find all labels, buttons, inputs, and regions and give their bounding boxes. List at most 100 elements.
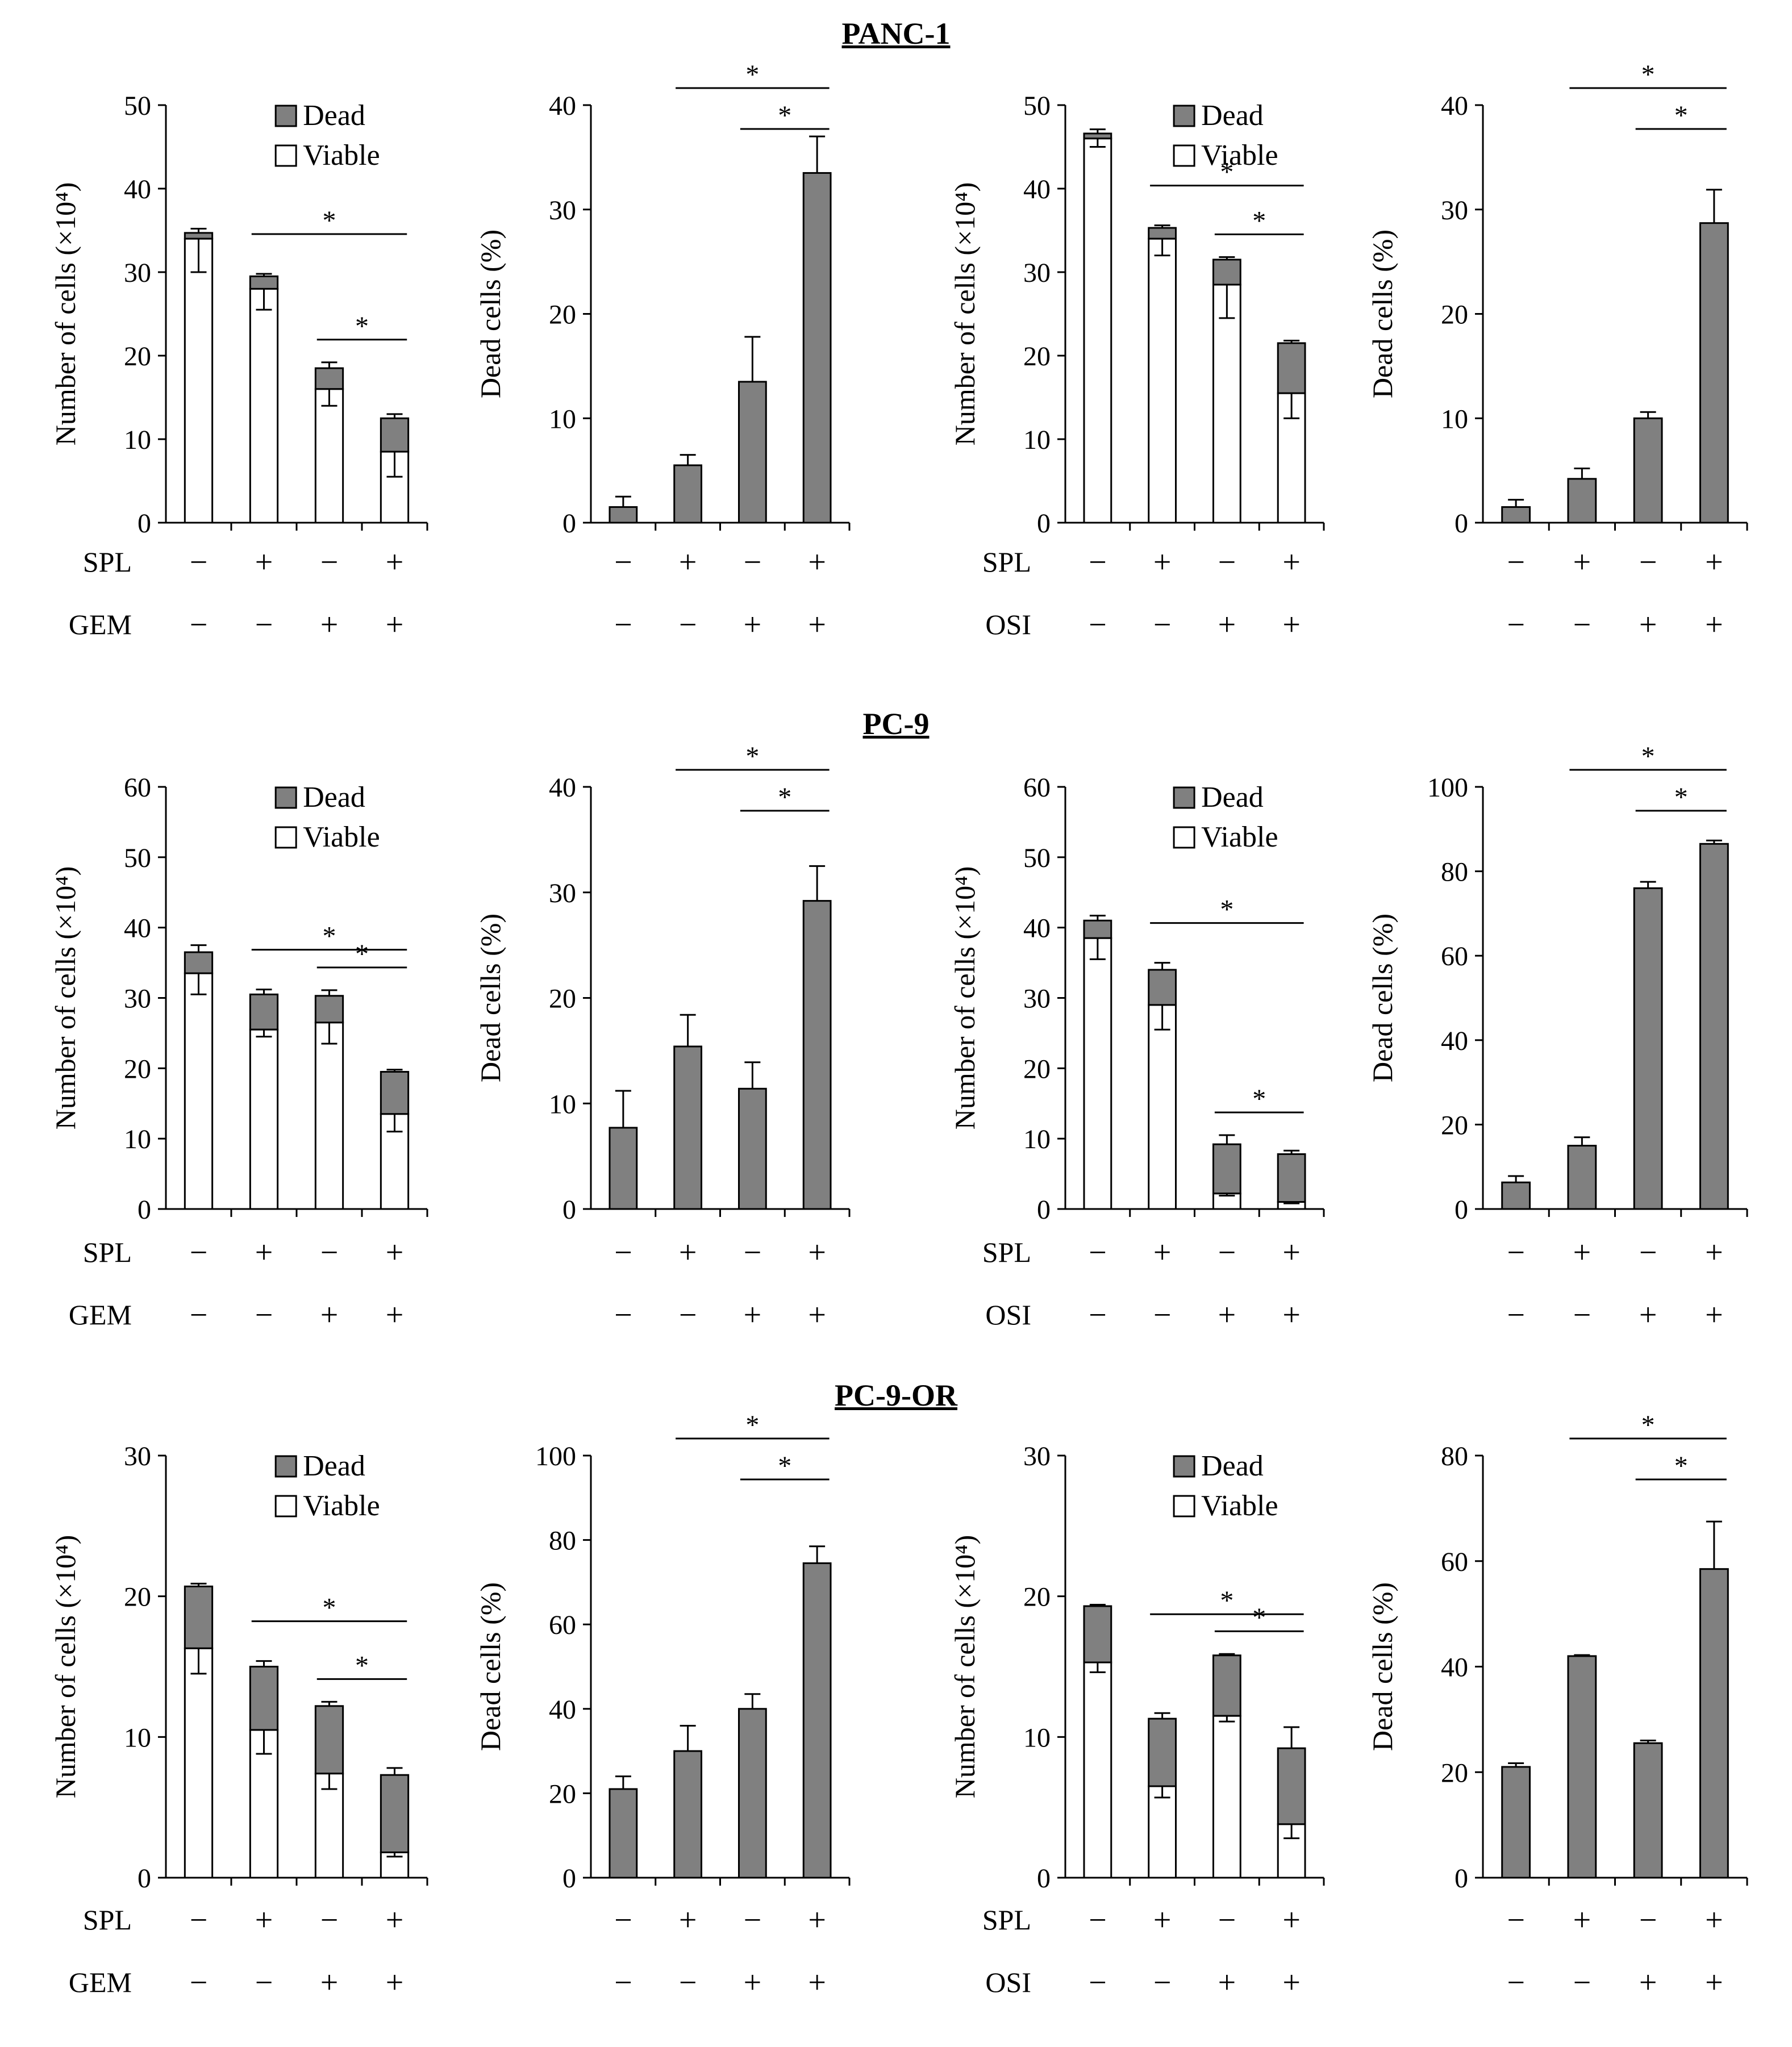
bar-dead [1633,417,1663,524]
bar-viable [380,451,410,524]
treatment-sign: − [1153,1965,1172,2000]
bar-dead [314,995,344,1024]
y-tick-label: 0 [562,1195,576,1225]
legend-swatch-dead [274,786,297,809]
y-axis-label: Dead cells (%) [474,230,506,398]
y-tick-label: 30 [549,878,576,908]
treatment-sign: − [679,1965,697,2000]
chart-panc1-osi-dead: 0 10 20 30 40 Dead cells (%) * * − + − + − − + + [1366,60,1748,643]
y-tick-label: 40 [549,773,576,803]
treatment-sign: + [679,545,697,580]
treatment-sign: + [386,607,404,643]
treatment-sign: − [1573,1965,1591,2000]
bar-viable [1212,1715,1241,1879]
bar-viable [314,388,344,524]
bar-dead [249,1666,279,1731]
y-tick-label: 0 [562,1863,576,1894]
legend: Dead Viable [274,99,380,172]
treatment-sign: + [1705,607,1723,643]
bar-viable [1148,1785,1177,1879]
treatment-sign: − [614,1903,632,1938]
treatment-sign: + [1705,1903,1723,1938]
treatment-sign: + [320,1298,339,1333]
y-tick-label: 60 [1441,941,1468,972]
bar-dead [609,1127,638,1210]
treatment-sign: − [1153,1298,1172,1333]
chart-pc9-gem-dead: 0 10 20 30 40 Dead cells (%) * * − + − + − − + + [474,741,851,1333]
treatment-sign: − [1639,1903,1657,1938]
bar-viable [249,1028,279,1210]
treatment-label: OSI [985,1299,1031,1331]
y-tick-label: 40 [1441,1653,1468,1683]
bar-dead [737,1087,767,1210]
bar-dead [380,1774,410,1853]
treatment-sign: − [614,1298,632,1333]
y-tick-label: 20 [1441,1758,1468,1788]
treatment-sign: + [1573,1903,1591,1938]
treatment-sign: + [1705,1965,1723,2000]
significance-star: * [1252,206,1266,236]
treatment-label: SPL [83,546,132,578]
treatment-sign: + [1282,1903,1301,1938]
treatment-sign: + [386,1965,404,2000]
treatment-sign: + [320,1965,339,2000]
treatment-sign: − [1153,607,1172,643]
y-tick-label: 50 [124,91,151,121]
y-tick-label: 30 [1441,195,1468,226]
treatment-sign: − [190,1903,208,1938]
treatment-sign: + [1639,607,1657,643]
y-tick-label: 50 [124,843,151,873]
treatment-label: OSI [985,608,1031,640]
y-tick-label: 0 [1455,1195,1468,1225]
treatment-sign: + [1153,1235,1172,1270]
significance-star: * [1641,741,1655,772]
treatment-sign: − [744,545,762,580]
treatment-sign: + [255,1235,273,1270]
significance-star: * [1220,1586,1233,1616]
y-tick-label: 10 [124,425,151,455]
treatment-sign: − [190,1298,208,1333]
y-tick-label: 20 [124,1582,151,1612]
treatment-sign: + [386,1298,404,1333]
treatment-sign: − [1089,1903,1107,1938]
bar-dead [802,900,832,1210]
bar-dead [1212,1654,1241,1717]
significance-star: * [745,741,759,772]
y-tick-label: 30 [1023,258,1051,288]
treatment-sign: + [744,607,762,643]
treatment-sign: + [1153,1903,1172,1938]
y-tick-label: 10 [1023,425,1051,455]
legend-label-viable: Viable [303,821,380,853]
bar-viable [1148,1004,1177,1210]
treatment-sign: − [1507,545,1525,580]
y-axis-label: Number of cells (×10⁴) [949,182,981,446]
bar-dead [802,1562,832,1879]
bar-viable [1083,1661,1112,1879]
y-tick-label: 10 [1023,1124,1051,1154]
row-title-pc9or: PC-9-OR [835,1378,957,1412]
treatment-sign: − [744,1235,762,1270]
bar-dead [380,417,410,453]
chart-panc1-gem-dead: 0 10 20 30 40 Dead cells (%) * * − + − + − − + + [474,60,851,643]
treatment-sign: + [1282,1298,1301,1333]
significance-star: * [778,1451,791,1481]
significance-star: * [1641,1410,1655,1440]
bar-dead [1567,1145,1597,1210]
treatment-sign: + [808,1903,826,1938]
treatment-sign: − [1507,1903,1525,1938]
y-axis-label: Number of cells (×10⁴) [49,1535,81,1799]
y-tick-label: 40 [124,914,151,944]
y-tick-label: 0 [1037,1863,1051,1894]
bar-dead [609,506,638,524]
y-tick-label: 0 [1037,508,1051,539]
treatment-sign: + [1573,1235,1591,1270]
significance-star: * [323,1593,336,1623]
y-axis-label: Dead cells (%) [474,914,506,1082]
bar-dead [1699,843,1729,1210]
y-axis-label: Dead cells (%) [1366,1582,1398,1751]
bar-dead [184,1585,214,1649]
y-tick-label: 50 [1023,843,1051,873]
bar-dead [1633,887,1663,1210]
treatment-label: GEM [69,608,132,640]
treatment-sign: − [320,1903,339,1938]
